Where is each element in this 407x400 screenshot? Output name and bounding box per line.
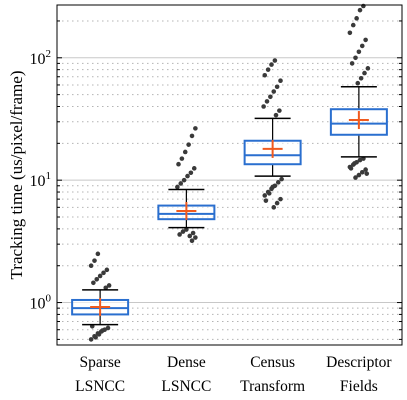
outlier-point bbox=[105, 325, 111, 331]
outlier-point bbox=[362, 70, 367, 76]
grid-lines bbox=[57, 20, 402, 340]
outlier-point bbox=[262, 72, 268, 78]
x-category-label-line2: Fields bbox=[340, 378, 378, 395]
outlier-point bbox=[274, 84, 280, 90]
outlier-point bbox=[349, 61, 355, 66]
y-tick-label: 101 bbox=[30, 170, 52, 190]
x-category-label-line2: LSNCC bbox=[75, 378, 125, 395]
outlier-point bbox=[185, 173, 190, 179]
x-category-label-line1: Dense bbox=[167, 354, 206, 371]
outlier-point bbox=[348, 166, 354, 171]
outlier-point bbox=[193, 126, 198, 131]
outlier-point bbox=[94, 276, 100, 282]
outlier-point bbox=[189, 238, 195, 244]
outlier-point bbox=[182, 149, 188, 155]
outlier-point bbox=[176, 161, 181, 167]
outlier-point bbox=[179, 156, 185, 161]
y-tick-label: 100 bbox=[30, 293, 52, 313]
outlier-point bbox=[270, 184, 275, 190]
outlier-point bbox=[103, 285, 109, 291]
outlier-point bbox=[96, 332, 102, 337]
outlier-point bbox=[175, 184, 180, 190]
outlier-point bbox=[92, 258, 97, 263]
outlier-point bbox=[186, 142, 191, 147]
plot-frame bbox=[56, 4, 403, 346]
outlier-point bbox=[88, 337, 94, 342]
outlier-point bbox=[278, 196, 283, 202]
outlier-point bbox=[361, 3, 366, 9]
outlier-point bbox=[275, 180, 281, 185]
box-group bbox=[243, 58, 302, 210]
outlier-point bbox=[359, 169, 365, 175]
outlier-point bbox=[364, 171, 370, 176]
outlier-point bbox=[266, 191, 272, 196]
outlier-point bbox=[357, 7, 363, 13]
outlier-point bbox=[178, 181, 184, 186]
outlier-point bbox=[93, 335, 98, 340]
outlier-point bbox=[355, 80, 361, 86]
outlier-point bbox=[262, 193, 268, 198]
outlier-point bbox=[106, 283, 112, 288]
outlier-point bbox=[347, 30, 353, 36]
outlier-point bbox=[271, 89, 277, 94]
x-category-label-line1: Descriptor bbox=[326, 354, 392, 371]
outlier-point bbox=[187, 233, 193, 239]
outlier-point bbox=[101, 270, 106, 276]
outlier-point bbox=[363, 37, 368, 43]
outlier-point bbox=[350, 22, 356, 28]
outlier-point bbox=[356, 49, 362, 55]
outlier-point bbox=[188, 170, 194, 176]
outlier-point bbox=[277, 108, 282, 113]
x-category-label-line1: Sparse bbox=[79, 354, 120, 371]
outlier-point bbox=[271, 205, 277, 210]
outlier-point bbox=[359, 43, 365, 49]
box-group bbox=[329, 3, 388, 180]
outlier-point bbox=[358, 75, 364, 81]
outlier-point bbox=[352, 161, 357, 166]
outlier-point bbox=[273, 112, 279, 118]
outlier-point bbox=[278, 78, 283, 83]
outlier-point bbox=[265, 67, 271, 72]
outlier-point bbox=[263, 198, 269, 203]
outlier-point bbox=[180, 229, 186, 234]
outlier-point bbox=[191, 166, 197, 171]
box-group bbox=[157, 126, 216, 244]
y-axis-label: Tracking time (us/pixel/frame) bbox=[7, 71, 26, 280]
outlier-point bbox=[100, 328, 105, 333]
outlier-point bbox=[264, 99, 270, 104]
x-category-label-line2: LSNCC bbox=[161, 378, 211, 395]
outlier-point bbox=[363, 167, 368, 172]
outlier-point bbox=[365, 66, 371, 71]
outlier-point bbox=[268, 94, 273, 100]
outlier-point bbox=[184, 227, 189, 232]
outlier-point bbox=[190, 230, 196, 236]
outlier-point bbox=[269, 62, 274, 67]
outlier-point bbox=[97, 273, 103, 279]
x-category-label-line2: Transform bbox=[240, 378, 305, 395]
outlier-point bbox=[91, 280, 96, 286]
outlier-point bbox=[261, 104, 266, 109]
outlier-point bbox=[104, 267, 110, 273]
box-group bbox=[71, 251, 130, 342]
outlier-point bbox=[181, 177, 187, 183]
outlier-point bbox=[353, 175, 358, 180]
box-plot-series bbox=[71, 3, 388, 342]
y-tick-label: 102 bbox=[30, 48, 52, 68]
category-labels: Sparse LSNCC Dense LSNCC Census Transform Desc… bbox=[75, 354, 392, 395]
outlier-point bbox=[356, 172, 362, 178]
y-axis-ticks: 100 101 102 bbox=[30, 20, 402, 340]
outlier-point bbox=[193, 235, 198, 240]
outlier-point bbox=[353, 55, 358, 61]
x-category-label-line1: Census bbox=[250, 354, 295, 371]
outlier-point bbox=[272, 58, 278, 63]
outlier-point bbox=[189, 133, 195, 139]
outlier-point bbox=[279, 176, 284, 182]
outlier-point bbox=[177, 232, 182, 237]
outlier-point bbox=[95, 251, 101, 257]
outlier-point bbox=[274, 200, 280, 206]
outlier-point bbox=[88, 263, 94, 269]
outlier-point bbox=[354, 16, 359, 21]
